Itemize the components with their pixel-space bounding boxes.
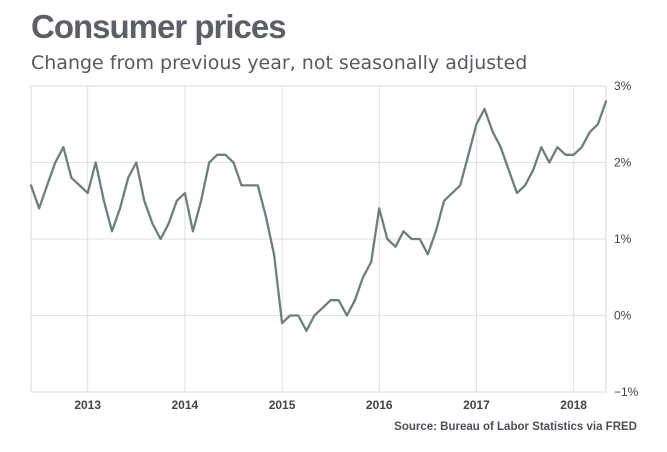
x-tick-label: 2015 [269,398,296,412]
y-tick-label: 0% [614,309,632,323]
plot-frame [30,85,607,393]
x-tick-label: 2018 [560,398,587,412]
source-note: Source: Bureau of Labor Statistics via F… [394,421,637,433]
series-line [29,100,608,332]
x-tick-label: 2017 [463,398,490,412]
x-tick-label: 2014 [172,398,199,412]
y-tick-label: −1% [614,385,639,399]
chart-title: Consumer prices [31,8,287,45]
x-axis-labels: 2013 2014 2015 2016 2017 2018 [74,398,587,412]
x-tick-label: 2013 [74,398,101,412]
series-layer [29,100,608,332]
y-tick-label: 3% [614,79,632,93]
chart-subtitle: Change from previous year, not seasonall… [31,52,528,74]
x-tick-label: 2016 [366,398,393,412]
y-tick-label: 2% [614,156,632,170]
y-axis-labels: 3% 2% 1% 0% −1% [614,79,639,399]
y-tick-label: 1% [614,232,632,246]
grid-layer [31,86,606,392]
